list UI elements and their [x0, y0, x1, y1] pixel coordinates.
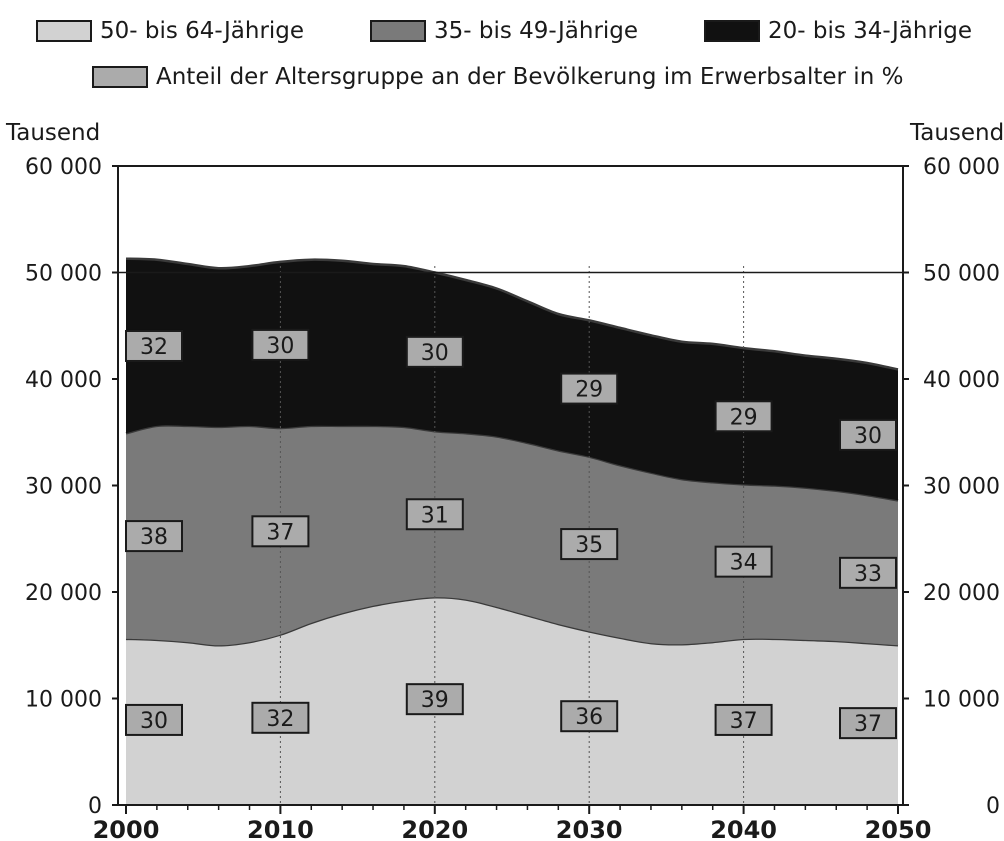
share-box-50-64-2000: [125, 703, 183, 736]
area-20-34: [126, 258, 898, 501]
share-label-35-49-2020: 31: [421, 503, 449, 528]
y-tick-label-right: 10 000: [923, 688, 1000, 713]
share-box-35-49-2010: [251, 515, 310, 548]
y-tick-label-right: 0: [986, 794, 1000, 819]
area-50-64: [126, 597, 898, 805]
legend-label-20-34: 20- bis 34-Jährige: [768, 18, 973, 44]
y-tick-label-left: 50 000: [25, 262, 102, 287]
share-box-35-49-2050: [839, 556, 897, 589]
share-box-20-34-2010: [251, 328, 310, 361]
legend-item-35-49: 35- bis 49-Jährige: [370, 18, 638, 44]
legend: 50- bis 64-Jährige 35- bis 49-Jährige 20…: [0, 0, 1004, 110]
share-label-20-34-2010: 30: [266, 334, 294, 359]
share-box-20-34-2030: [560, 372, 619, 405]
y-tick-label-left: 30 000: [25, 475, 102, 500]
y-tick-label-right: 40 000: [923, 368, 1000, 393]
share-label-20-34-2000: 32: [140, 335, 168, 360]
legend-item-50-64: 50- bis 64-Jährige: [36, 18, 304, 44]
legend-swatch-share: [92, 66, 148, 88]
share-label-50-64-2020: 39: [421, 688, 449, 713]
share-label-35-49-2030: 35: [575, 533, 603, 558]
x-tick-label: 2040: [710, 816, 777, 841]
share-label-20-34-2050: 30: [854, 424, 882, 449]
x-tick-label: 2050: [865, 816, 932, 841]
y-tick-label-left: 40 000: [25, 368, 102, 393]
x-tick-label: 2000: [93, 816, 160, 841]
x-tick-label: 2010: [247, 816, 314, 841]
share-box-50-64-2020: [405, 683, 464, 716]
share-label-35-49-2040: 34: [730, 551, 758, 576]
x-tick-label: 2030: [556, 816, 623, 841]
y-tick-label-left: 10 000: [25, 688, 102, 713]
share-box-35-49-2020: [405, 498, 464, 531]
area-35-49: [126, 425, 898, 646]
y-tick-label-right: 30 000: [923, 475, 1000, 500]
share-box-20-34-2020: [405, 335, 464, 368]
x-axis: 2000 2010 2020 2030 2040 2050: [93, 805, 932, 841]
legend-item-share: Anteil der Altersgruppe an der Bevölkeru…: [92, 64, 903, 90]
share-box-35-49-2040: [714, 545, 773, 578]
legend-swatch-20-34: [704, 20, 760, 42]
y-axis-right: 0 10 000 20 000 30 000 40 000 50 000 60 000: [903, 155, 1000, 819]
share-box-50-64-2050: [839, 707, 897, 740]
grid-group: [118, 266, 903, 805]
x-tick-label: 2020: [401, 816, 468, 841]
y-tick-label-right: 20 000: [923, 581, 1000, 606]
legend-label-50-64: 50- bis 64-Jährige: [100, 18, 305, 44]
share-label-35-49-2010: 37: [266, 520, 294, 545]
area-edge-20-34: [125, 257, 899, 371]
share-label-50-64-2050: 37: [854, 712, 882, 737]
share-label-50-64-2030: 36: [575, 705, 603, 730]
y-tick-label-left: 60 000: [25, 155, 102, 180]
share-label-50-64-2040: 37: [730, 709, 758, 734]
legend-swatch-50-64: [36, 20, 92, 42]
share-label-35-49-2050: 33: [854, 562, 882, 587]
share-box-50-64-2040: [714, 703, 773, 736]
share-box-20-34-2050: [839, 418, 897, 451]
y-axis-label-right: Tausend: [909, 120, 1004, 146]
legend-item-20-34: 20- bis 34-Jährige: [704, 18, 972, 44]
y-tick-label-right: 50 000: [923, 262, 1000, 287]
share-label-20-34-2020: 30: [421, 341, 449, 366]
area-series-group: [125, 257, 899, 805]
share-label-50-64-2000: 30: [140, 709, 168, 734]
share-box-50-64-2030: [560, 700, 619, 733]
y-axis-left: 0 10 000 20 000 30 000 40 000 50 000 60 000: [25, 155, 118, 819]
legend-label-35-49: 35- bis 49-Jährige: [434, 18, 639, 44]
legend-label-share: Anteil der Altersgruppe an der Bevölkeru…: [156, 64, 904, 90]
share-box-35-49-2030: [560, 528, 619, 561]
y-axis-label-left: Tausend: [5, 120, 100, 146]
share-label-group: 30 32 39 36 37 37 38 37 31 35 34 33 32 30 30 29 29 30: [125, 328, 897, 740]
y-tick-label-left: 0: [88, 794, 102, 819]
share-label-20-34-2030: 29: [575, 378, 603, 403]
share-box-35-49-2000: [125, 520, 183, 553]
share-label-50-64-2010: 32: [266, 707, 294, 732]
share-label-20-34-2040: 29: [730, 405, 758, 430]
share-box-20-34-2040: [714, 400, 773, 433]
legend-swatch-35-49: [370, 20, 426, 42]
share-label-35-49-2000: 38: [140, 525, 168, 550]
y-tick-label-left: 20 000: [25, 581, 102, 606]
share-box-50-64-2010: [251, 701, 310, 734]
y-tick-label-right: 60 000: [923, 155, 1000, 180]
share-box-20-34-2000: [125, 329, 183, 362]
